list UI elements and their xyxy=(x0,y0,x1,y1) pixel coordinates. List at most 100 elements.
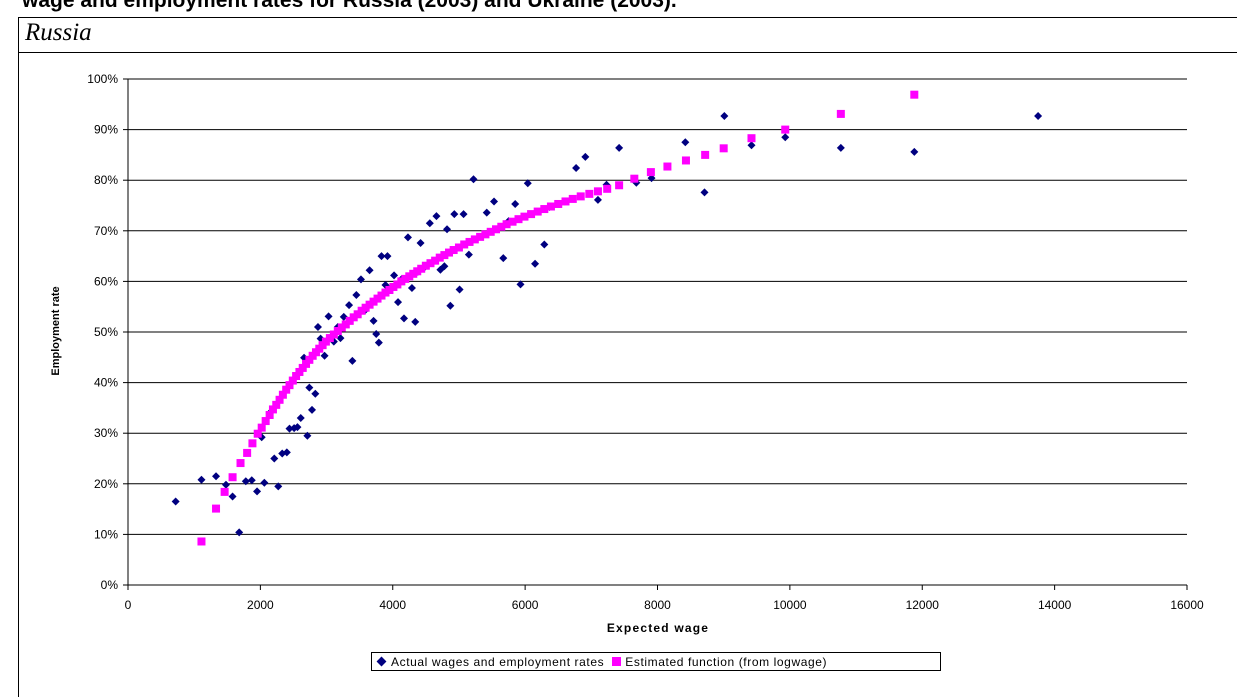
data-point-actual xyxy=(324,312,333,321)
data-point-actual xyxy=(440,262,449,271)
data-point-actual xyxy=(459,210,468,219)
data-point-actual xyxy=(781,133,790,142)
data-point-estimated xyxy=(460,240,469,249)
data-point-actual xyxy=(469,175,478,184)
data-point-actual xyxy=(516,280,525,289)
country-label: Russia xyxy=(25,19,92,46)
data-point-estimated xyxy=(261,417,270,426)
data-point-actual xyxy=(450,210,459,219)
scatter-chart: 0% 10% 20% 30% 40% 50% 60% 70% 80% 90% 100% 0 2000 4… xyxy=(50,72,1204,635)
data-point-estimated xyxy=(663,162,672,171)
data-point-actual xyxy=(235,528,244,537)
data-point-estimated xyxy=(540,205,549,214)
legend-label-estimated: Estimated function (from logwage) xyxy=(625,654,828,669)
data-point-estimated xyxy=(228,473,237,482)
data-point-actual xyxy=(365,266,374,275)
data-point-estimated xyxy=(492,225,501,234)
x-tick-label: 16000 xyxy=(1170,598,1204,612)
data-point-estimated xyxy=(248,439,257,448)
x-tick-label: 0 xyxy=(125,598,132,612)
y-tick-label: 70% xyxy=(94,224,118,238)
data-point-actual xyxy=(455,285,464,294)
data-point-actual xyxy=(432,212,441,221)
data-point-estimated xyxy=(514,215,523,224)
y-tick-label: 50% xyxy=(94,325,118,339)
data-point-actual xyxy=(197,475,206,484)
data-point-actual xyxy=(212,472,221,481)
legend-item-actual: Actual wages and employment rates xyxy=(376,655,604,669)
data-point-actual xyxy=(615,143,624,152)
data-point-estimated xyxy=(719,144,728,153)
data-point-actual xyxy=(313,322,322,331)
data-point-actual xyxy=(593,195,602,204)
data-point-actual xyxy=(336,334,345,343)
data-point-estimated xyxy=(615,181,624,190)
x-tick-labels: 0 2000 4000 6000 8000 10000 12000 14000 16000 xyxy=(125,598,1204,612)
data-point-estimated xyxy=(476,232,485,241)
data-point-estimated xyxy=(747,134,756,143)
data-point-estimated xyxy=(435,253,444,262)
data-point-estimated xyxy=(449,246,458,255)
data-point-estimated xyxy=(465,237,474,246)
axes xyxy=(123,78,1188,590)
data-point-actual xyxy=(490,197,499,206)
data-point-actual xyxy=(285,424,294,433)
data-point-actual xyxy=(228,492,237,501)
data-point-estimated xyxy=(481,230,490,239)
data-point-actual xyxy=(311,389,320,398)
data-point-estimated xyxy=(630,174,639,183)
data-point-actual xyxy=(282,448,291,457)
data-point-actual xyxy=(260,478,269,487)
data-point-estimated xyxy=(220,487,229,496)
country-divider xyxy=(18,52,1237,53)
data-point-actual xyxy=(910,147,919,156)
data-point-estimated xyxy=(278,390,287,399)
data-point-actual xyxy=(572,164,581,173)
x-tick-label: 6000 xyxy=(512,598,539,612)
data-point-actual xyxy=(377,252,386,261)
data-point-actual xyxy=(403,233,412,242)
data-point-estimated xyxy=(265,410,274,419)
data-point-actual xyxy=(296,414,305,423)
data-point-actual xyxy=(700,188,709,197)
data-point-actual xyxy=(241,477,250,486)
y-tick-label: 40% xyxy=(94,376,118,390)
data-point-actual xyxy=(1034,111,1043,120)
data-point-estimated xyxy=(508,217,517,226)
data-point-estimated xyxy=(285,381,294,390)
series-estimated xyxy=(197,90,919,546)
y-tick-label: 60% xyxy=(94,274,118,288)
data-point-estimated xyxy=(576,192,585,201)
y-tick-label: 10% xyxy=(94,527,118,541)
data-point-actual xyxy=(425,219,434,228)
y-tick-label: 0% xyxy=(101,578,119,592)
data-point-estimated xyxy=(288,376,297,385)
x-tick-label: 14000 xyxy=(1038,598,1072,612)
series-actual xyxy=(171,111,1043,537)
data-point-actual xyxy=(352,291,361,300)
data-point-estimated xyxy=(836,109,845,118)
data-point-actual xyxy=(443,225,452,234)
data-point-actual xyxy=(407,283,416,292)
data-point-estimated xyxy=(431,256,440,265)
data-point-estimated xyxy=(486,227,495,236)
data-point-actual xyxy=(836,143,845,152)
data-point-actual xyxy=(171,497,180,506)
data-point-actual xyxy=(303,431,312,440)
data-point-estimated xyxy=(243,448,252,457)
data-point-actual xyxy=(394,298,403,307)
data-point-actual xyxy=(523,179,532,188)
data-point-actual xyxy=(720,111,729,120)
data-point-actual xyxy=(305,383,314,392)
data-point-estimated xyxy=(302,359,311,368)
data-point-estimated xyxy=(527,210,536,219)
data-point-estimated xyxy=(546,202,555,211)
data-point-estimated xyxy=(440,251,449,260)
data-point-estimated xyxy=(593,187,602,196)
data-point-actual xyxy=(390,271,399,280)
data-point-estimated xyxy=(561,197,570,206)
x-tick-label: 4000 xyxy=(379,598,406,612)
data-point-actual xyxy=(221,480,230,489)
gridlines xyxy=(128,78,1187,535)
data-point-estimated xyxy=(454,243,463,252)
